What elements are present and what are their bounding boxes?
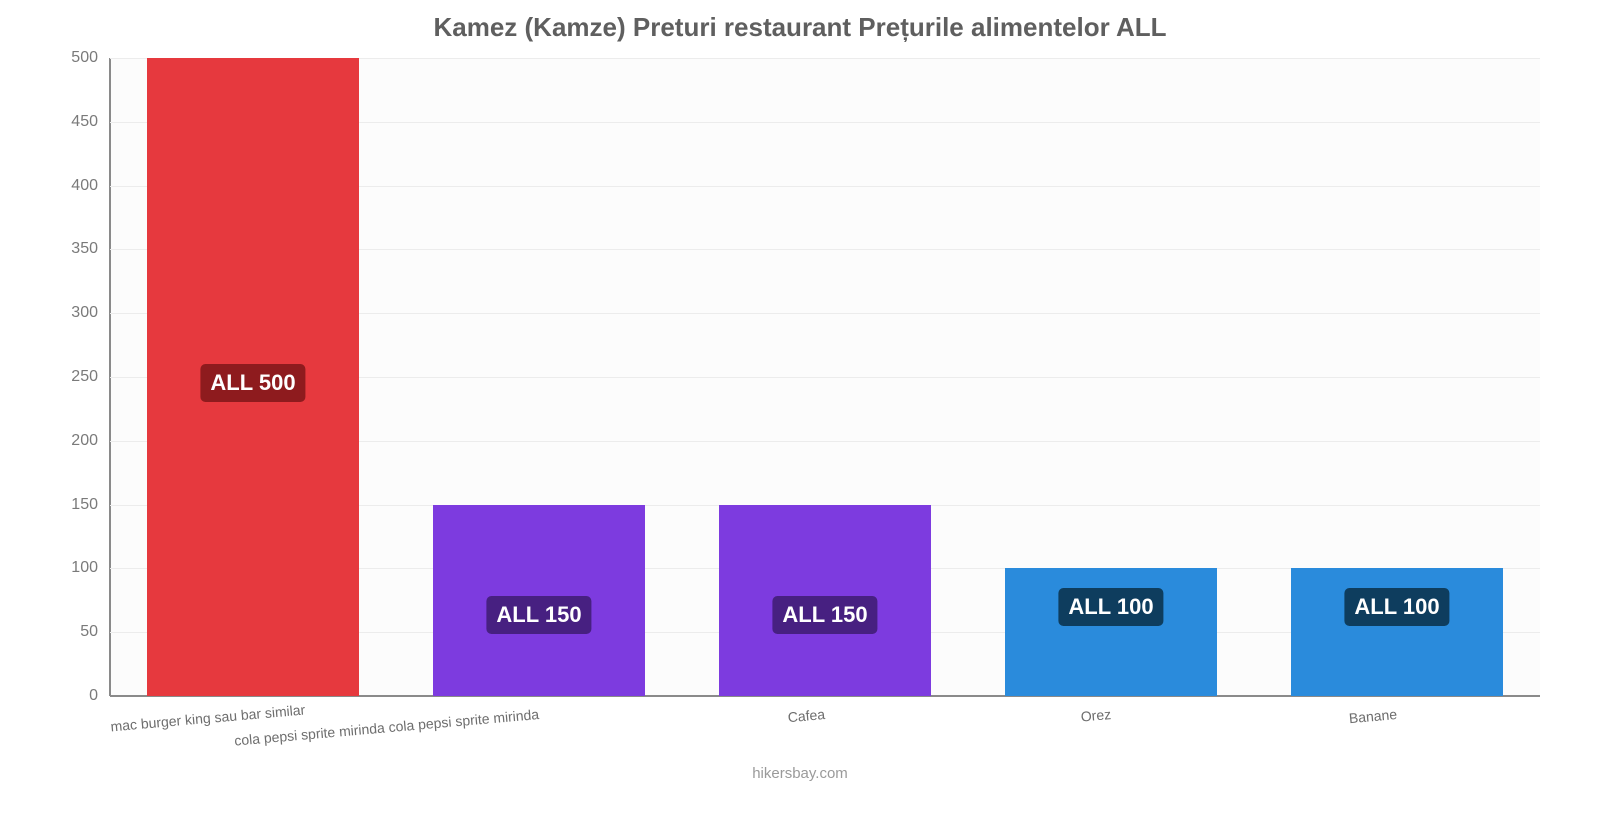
chart-footer: hikersbay.com (0, 765, 1600, 782)
value-badge: ALL 150 (486, 596, 591, 634)
y-tick-label: 50 (48, 623, 98, 641)
y-tick-label: 100 (48, 559, 98, 577)
value-badge: ALL 150 (772, 596, 877, 634)
value-badge: ALL 100 (1058, 588, 1163, 626)
y-tick-label: 400 (48, 177, 98, 195)
y-tick-label: 450 (48, 113, 98, 131)
y-tick-label: 150 (48, 496, 98, 514)
y-tick-label: 500 (48, 49, 98, 67)
y-tick-label: 250 (48, 368, 98, 386)
y-tick-label: 0 (48, 687, 98, 705)
chart-container: Kamez (Kamze) Preturi restaurant Prețuri… (0, 0, 1600, 800)
plot-area: 050100150200250300350400450500ALL 500mac… (110, 58, 1540, 696)
y-tick-label: 300 (48, 304, 98, 322)
value-badge: ALL 500 (200, 364, 305, 402)
value-badge: ALL 100 (1344, 588, 1449, 626)
y-tick-label: 350 (48, 240, 98, 258)
chart-title: Kamez (Kamze) Preturi restaurant Prețuri… (0, 12, 1600, 43)
y-tick-label: 200 (48, 432, 98, 450)
x-category-label: mac burger king sau bar similar (110, 706, 254, 734)
